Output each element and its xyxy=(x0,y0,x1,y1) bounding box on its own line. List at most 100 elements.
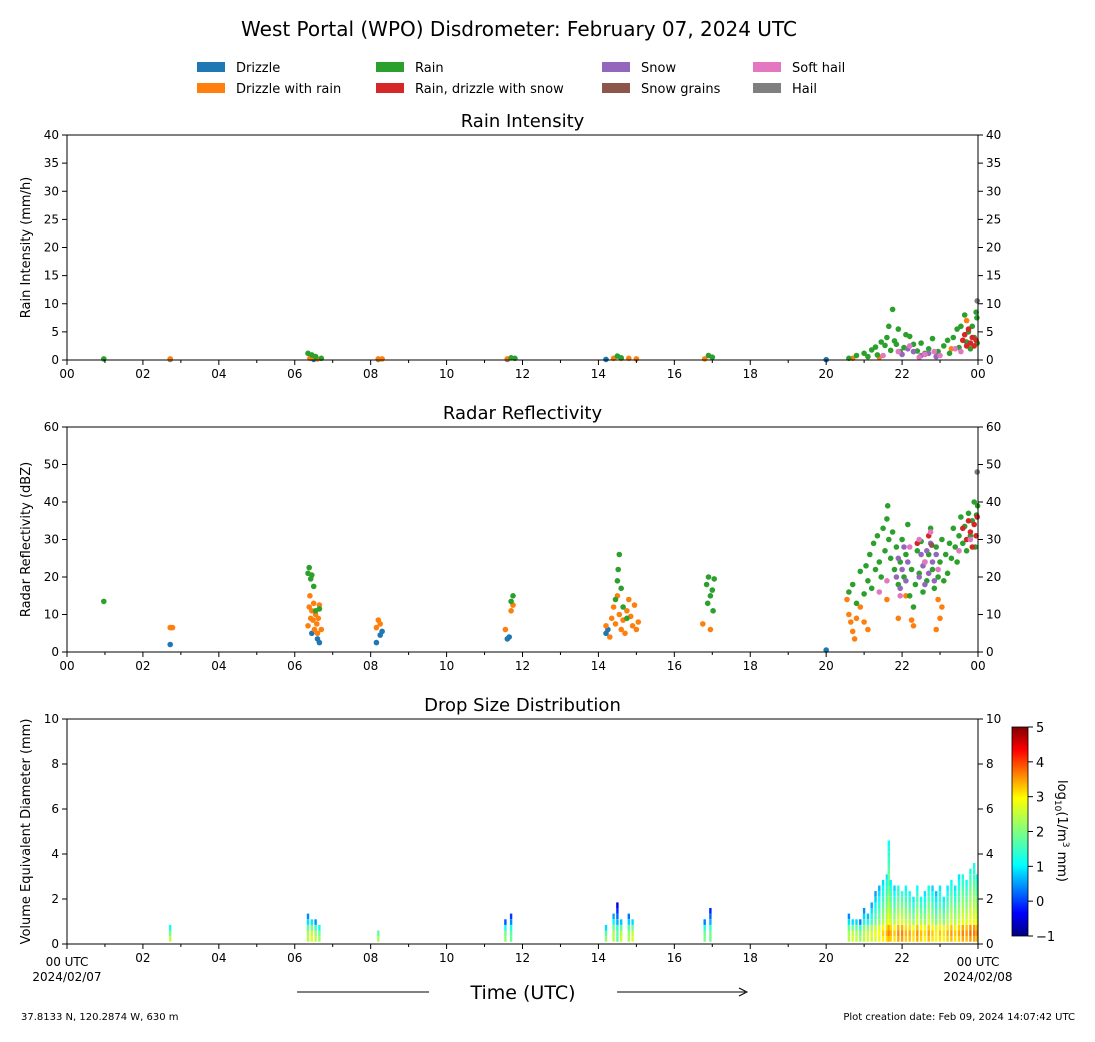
dsd-cell xyxy=(935,902,938,908)
dsd-cell xyxy=(612,930,615,937)
dsd-cell xyxy=(855,919,858,925)
dsd-cell xyxy=(900,936,904,942)
data-point xyxy=(624,608,630,614)
dsd-cell xyxy=(887,924,890,931)
dsd-cell xyxy=(904,908,908,914)
dsd-cell xyxy=(866,924,870,931)
data-point xyxy=(614,578,621,584)
dsd-cell xyxy=(927,936,930,942)
dsd-cell xyxy=(965,879,968,886)
y-tick-label-right: 15 xyxy=(986,269,1001,283)
plot-frame xyxy=(66,134,979,361)
data-point xyxy=(373,639,380,646)
dsd-cell xyxy=(887,879,890,886)
colorbar-label: log10(1/m3 mm) xyxy=(1052,780,1070,882)
y-tick-label: 30 xyxy=(44,533,59,547)
x-tick-label: 14 xyxy=(591,367,606,381)
dsd-cell xyxy=(931,896,934,903)
dsd-cell xyxy=(878,891,881,897)
data-point xyxy=(958,348,964,355)
x-tick-label: 00 xyxy=(970,367,985,381)
dsd-cell xyxy=(935,913,938,920)
data-point xyxy=(167,641,173,648)
y-tick-label: 35 xyxy=(44,156,59,170)
dsd-cell xyxy=(887,885,890,892)
data-point xyxy=(939,604,945,610)
data-point xyxy=(861,350,867,357)
legend-swatch xyxy=(753,62,781,72)
data-point xyxy=(865,578,871,584)
dsd-cell xyxy=(975,919,979,925)
dsd-cell xyxy=(969,902,972,908)
data-point xyxy=(889,306,896,313)
dsd-cell xyxy=(931,924,934,931)
dsd-cell xyxy=(927,891,930,897)
dsd-cell xyxy=(627,919,630,925)
dsd-cell xyxy=(893,919,896,925)
dsd-cell xyxy=(927,885,930,892)
data-point xyxy=(616,611,623,618)
dsd-cell xyxy=(709,930,712,937)
legend-swatch xyxy=(197,83,225,93)
data-point xyxy=(618,626,624,633)
data-point xyxy=(607,634,613,640)
dsd-cell xyxy=(931,891,934,897)
dsd-cell xyxy=(612,913,615,920)
data-point xyxy=(942,551,949,558)
data-point xyxy=(922,559,928,565)
data-point xyxy=(922,351,928,358)
data-point xyxy=(865,353,871,360)
x-tick-label: 12 xyxy=(515,367,530,381)
dsd-cell xyxy=(961,902,964,908)
dsd-cell xyxy=(965,902,968,908)
dsd-cell xyxy=(965,891,968,897)
dsd-cell xyxy=(935,908,938,914)
data-point xyxy=(933,626,939,633)
dsd-cell xyxy=(900,896,904,903)
data-point xyxy=(620,604,626,610)
dsd-cell xyxy=(887,913,890,920)
data-point xyxy=(946,350,953,357)
data-point xyxy=(633,626,640,633)
dsd-cell xyxy=(938,891,942,897)
dsd-cell xyxy=(900,891,904,897)
dsd-cell xyxy=(965,885,968,892)
data-point xyxy=(876,589,883,595)
data-point xyxy=(901,544,907,550)
dsd-cell xyxy=(973,896,976,903)
data-point xyxy=(895,326,902,332)
dsd-cell xyxy=(973,936,976,942)
dsd-cell xyxy=(893,924,896,931)
legend-label: Drizzle xyxy=(236,61,280,76)
data-point xyxy=(631,602,638,608)
data-point xyxy=(910,348,917,355)
dsd-cell xyxy=(961,891,964,897)
dsd-cell xyxy=(169,924,172,931)
y-tick-label-right: 40 xyxy=(986,495,1001,509)
dsd-cell xyxy=(855,924,858,931)
dsd-cell xyxy=(616,908,619,914)
x-tick-label: 14 xyxy=(591,659,606,673)
dsd-cell xyxy=(881,930,885,937)
dsd-cell xyxy=(874,891,877,897)
data-point xyxy=(305,623,311,629)
data-point xyxy=(895,348,902,355)
dsd-cell xyxy=(310,924,313,931)
dsd-cell xyxy=(969,896,972,903)
dsd-cell xyxy=(957,919,961,925)
dsd-cell xyxy=(878,936,881,942)
data-point xyxy=(906,593,913,599)
data-point xyxy=(868,585,875,592)
data-point xyxy=(612,596,619,603)
y-tick-label: 40 xyxy=(44,495,59,509)
data-point xyxy=(167,356,173,362)
dsd-cell xyxy=(916,913,919,920)
dsd-cell xyxy=(881,924,885,931)
dsd-cell xyxy=(923,913,927,920)
dsd-cell xyxy=(627,936,630,942)
dsd-cell xyxy=(961,908,964,914)
dsd-cell xyxy=(887,936,890,942)
x-tick-label: 20 xyxy=(819,659,834,673)
dsd-cell xyxy=(870,913,873,920)
data-point xyxy=(887,347,894,354)
